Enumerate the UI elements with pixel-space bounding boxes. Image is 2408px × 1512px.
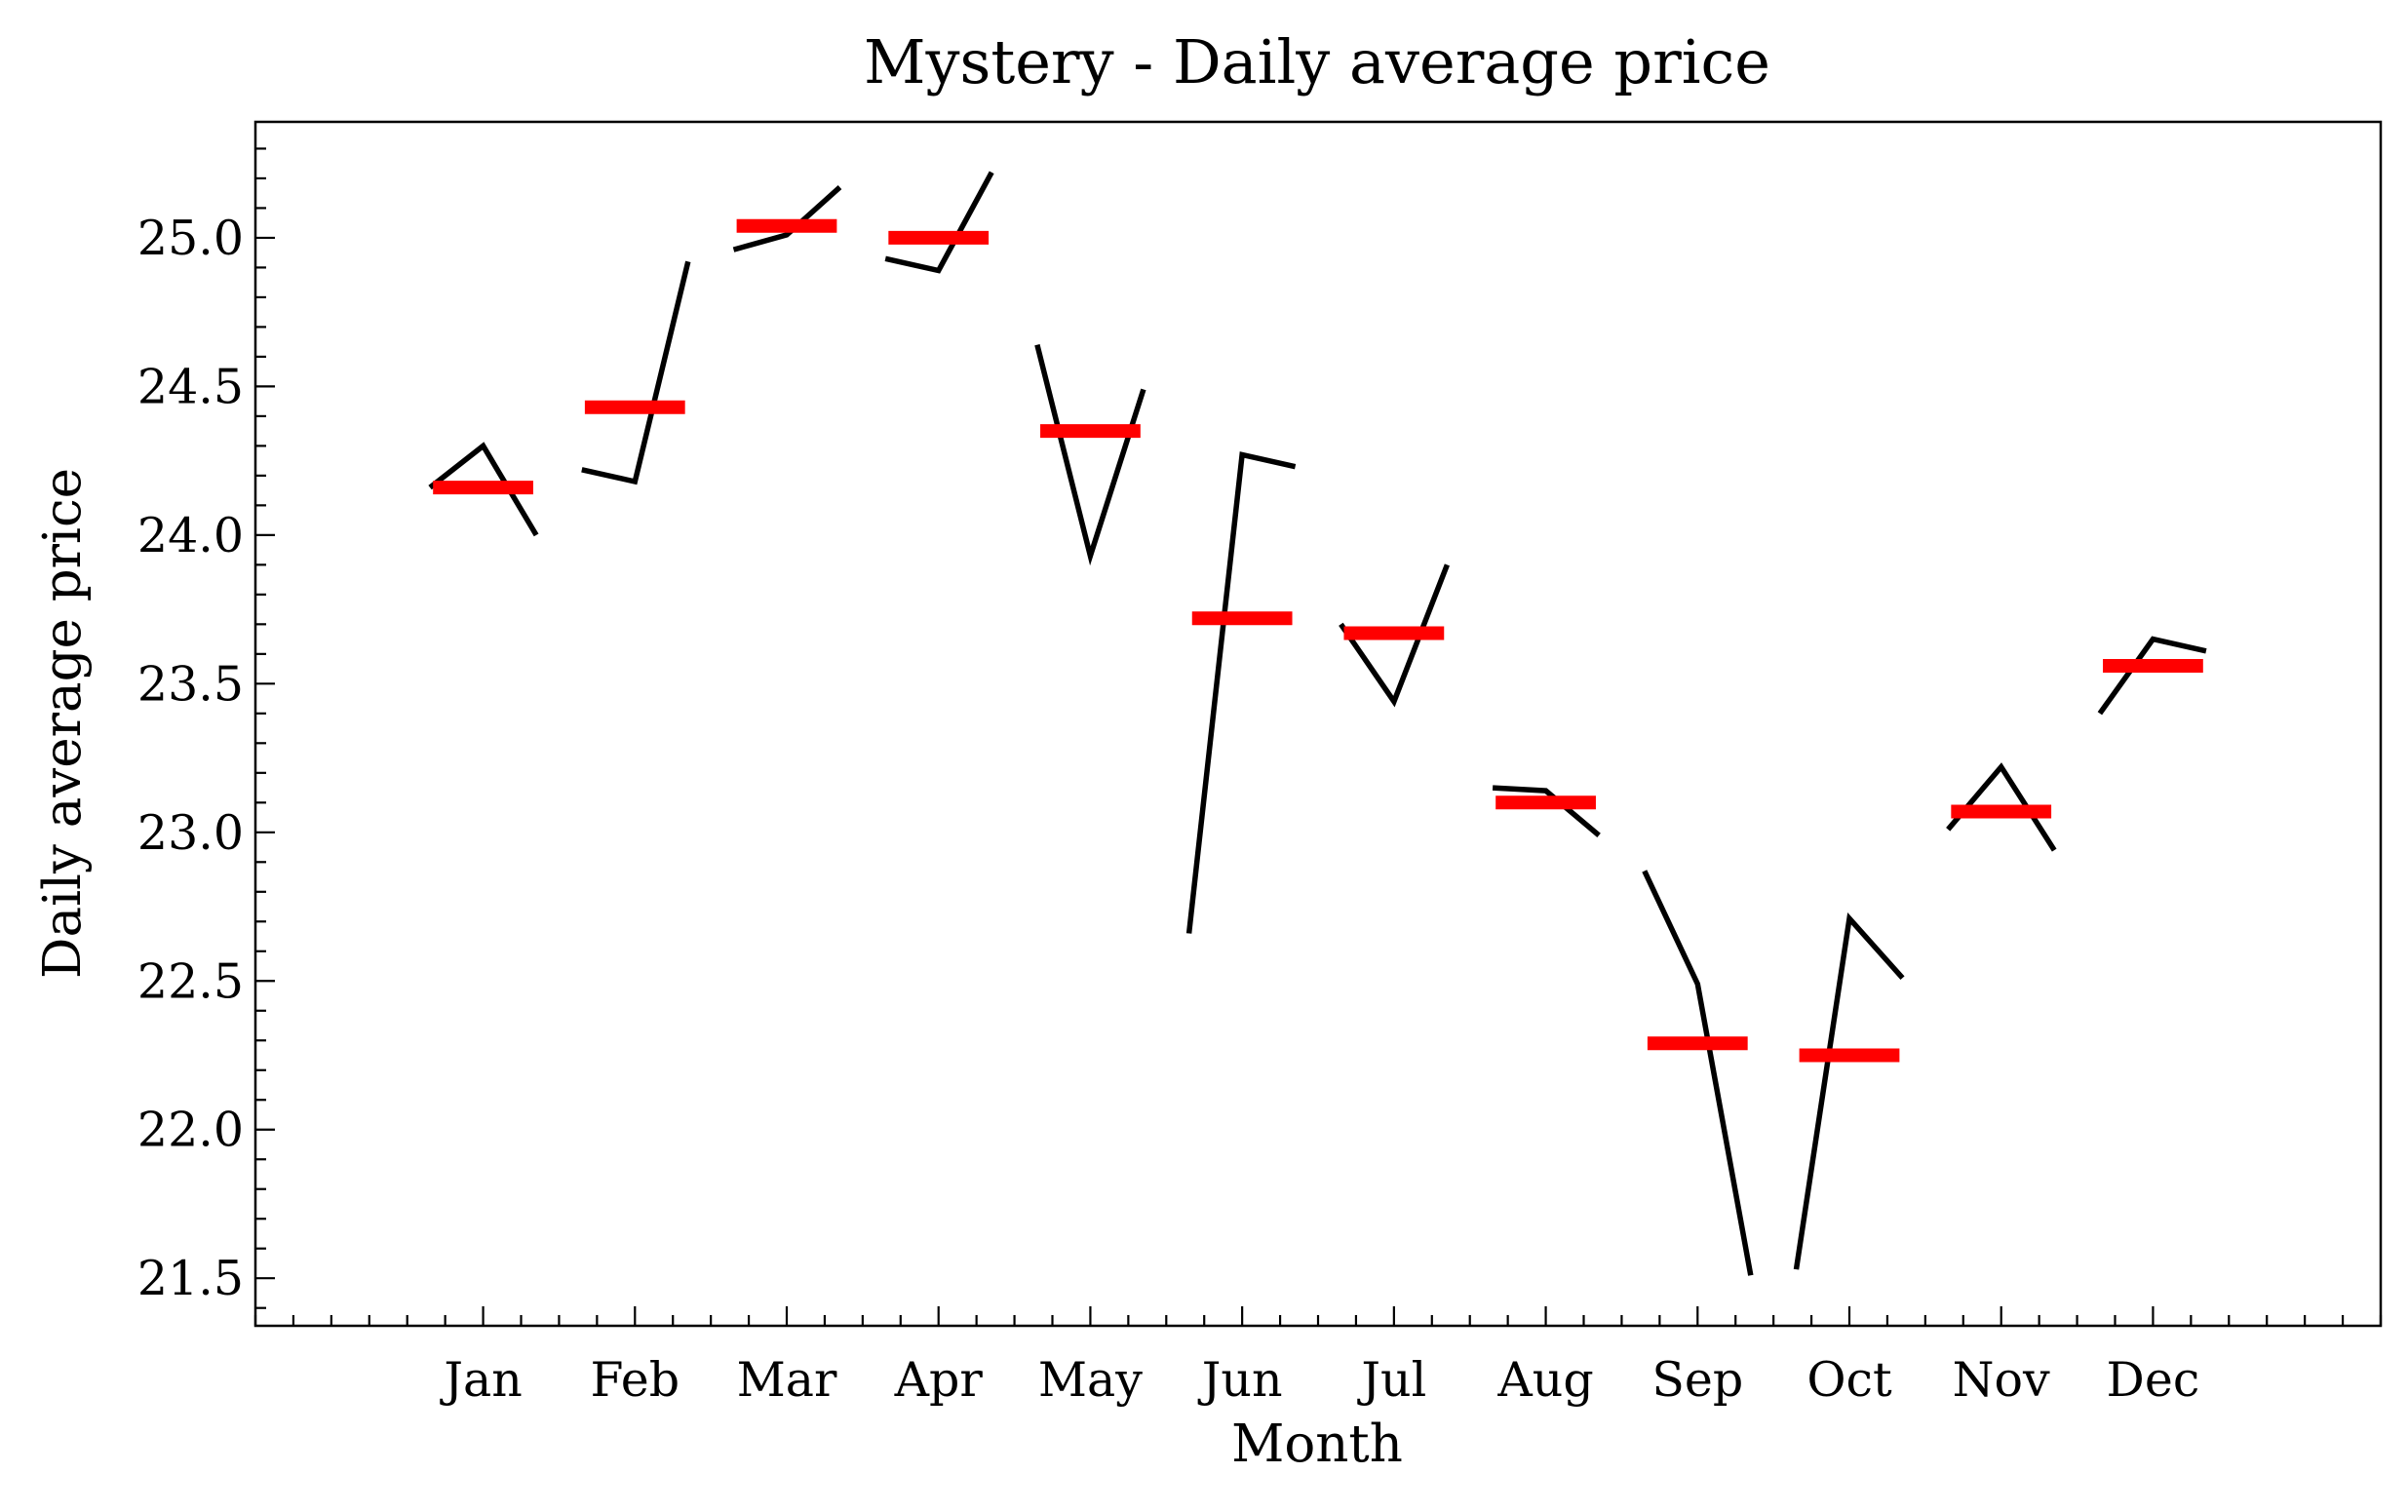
month-profile-line-jan xyxy=(428,442,539,537)
month-profile-line-jul xyxy=(1339,563,1450,708)
month-profile-line-dec xyxy=(2097,636,2207,716)
x-tick-label: Mar xyxy=(737,1352,837,1408)
x-tick-label: Sep xyxy=(1651,1352,1743,1408)
month-profile-line-may xyxy=(1034,344,1146,566)
chart-title: Mystery - Daily average price xyxy=(864,26,1770,97)
x-tick-label: Aug xyxy=(1496,1352,1593,1408)
x-tick-label: Jun xyxy=(1197,1352,1283,1408)
month-profile-line-aug xyxy=(1492,785,1601,838)
y-tick-label: 24.5 xyxy=(137,359,244,414)
y-tick-label: 24.0 xyxy=(137,508,244,563)
y-tick-label: 22.0 xyxy=(137,1103,244,1158)
x-tick-label: Jan xyxy=(439,1352,522,1408)
x-tick-label: Apr xyxy=(894,1352,984,1408)
x-tick-label: Oct xyxy=(1806,1352,1892,1408)
y-tick-label: 25.0 xyxy=(137,211,244,266)
y-tick-label: 23.5 xyxy=(137,656,244,712)
y-tick-label: 21.5 xyxy=(137,1251,244,1306)
x-tick-label: Feb xyxy=(590,1352,680,1408)
month-profile-line-mar xyxy=(732,185,842,252)
x-axis-label: Month xyxy=(1231,1415,1403,1474)
x-tick-label: May xyxy=(1038,1352,1143,1408)
y-tick-label: 22.5 xyxy=(137,953,244,1009)
month-profile-line-sep xyxy=(1642,870,1754,1276)
y-axis-label: Daily average price xyxy=(33,468,93,979)
x-tick-label: Nov xyxy=(1953,1352,2050,1408)
y-tick-label: 23.0 xyxy=(137,805,244,861)
x-tick-label: Dec xyxy=(2107,1352,2200,1408)
month-profile-line-apr xyxy=(884,171,994,274)
month-profile-line-jun xyxy=(1185,451,1297,934)
plot-area: 21.5 22.0 22.5 23.0 23.5 24.0 24.5 25.0 Jan Feb Ma… xyxy=(137,120,2383,1408)
x-tick-label: Jul xyxy=(1356,1352,1426,1408)
month-profile-line-feb xyxy=(581,260,691,485)
month-profile-line-oct xyxy=(1793,912,1905,1270)
